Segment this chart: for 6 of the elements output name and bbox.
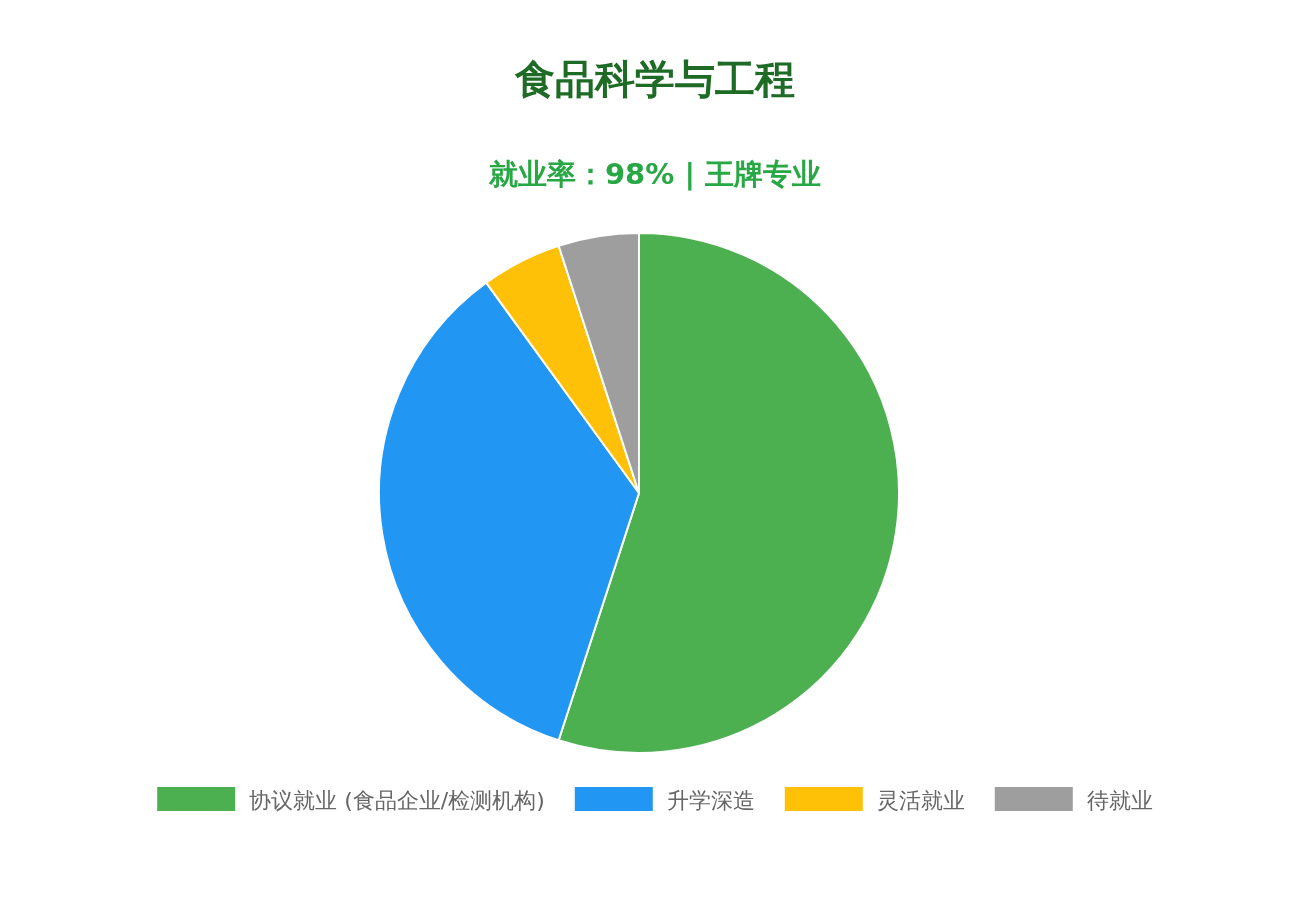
chart-title: 食品科学与工程 bbox=[514, 56, 795, 102]
legend-label: 待就业 bbox=[1086, 788, 1153, 813]
chart-subtitle: 就业率：98% | 王牌专业 bbox=[487, 157, 822, 191]
legend-label: 协议就业 (食品企业/检测机构) bbox=[249, 788, 545, 813]
legend-label: 灵活就业 bbox=[876, 788, 965, 813]
legend-label: 升学深造 bbox=[666, 788, 755, 813]
